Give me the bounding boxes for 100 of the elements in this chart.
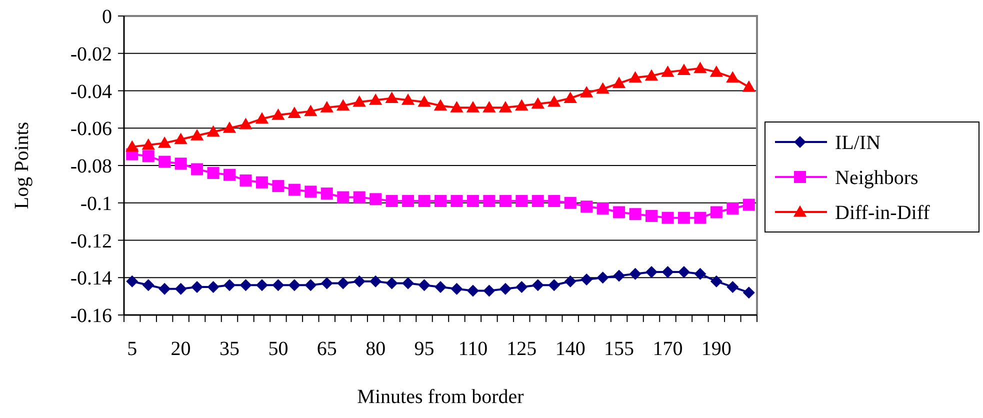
point	[370, 193, 382, 206]
point	[694, 268, 706, 280]
point	[368, 93, 382, 105]
point	[337, 191, 350, 204]
point	[402, 277, 414, 290]
point	[742, 286, 755, 299]
point	[353, 191, 366, 204]
point	[596, 82, 610, 94]
point	[596, 202, 609, 214]
point	[710, 65, 724, 77]
point	[466, 195, 479, 208]
point	[401, 93, 415, 105]
point	[629, 268, 642, 280]
point	[580, 86, 594, 98]
point	[418, 279, 430, 292]
point	[499, 195, 512, 208]
point	[742, 198, 755, 211]
point	[644, 69, 658, 81]
point	[240, 174, 252, 186]
y-axis-title: Log Points	[11, 122, 33, 210]
point	[548, 95, 561, 107]
point	[726, 202, 739, 214]
y-tick-label: -0.02	[70, 43, 112, 66]
point	[466, 284, 479, 297]
x-tick-label: 170	[652, 338, 683, 360]
point	[515, 99, 528, 110]
x-tick-label: 80	[366, 338, 386, 360]
point	[677, 64, 691, 75]
point	[483, 284, 496, 297]
point	[613, 206, 626, 218]
point	[516, 195, 528, 208]
point	[678, 212, 690, 224]
point	[418, 95, 431, 107]
point	[224, 168, 236, 181]
point	[483, 195, 496, 208]
point	[466, 100, 480, 112]
point	[564, 196, 576, 209]
point	[661, 65, 674, 77]
point	[224, 279, 236, 292]
y-tick-label: -0.06	[70, 118, 112, 140]
point	[694, 62, 707, 74]
point	[142, 150, 154, 162]
point	[142, 279, 154, 292]
x-tick-label: 140	[555, 338, 586, 360]
point	[499, 282, 512, 295]
point	[498, 100, 512, 112]
x-tick-label: 5	[127, 338, 138, 360]
point	[564, 92, 577, 104]
point	[434, 280, 446, 293]
point	[320, 100, 334, 112]
x-tick-label: 95	[414, 338, 434, 360]
point	[158, 136, 172, 148]
y-tick-label: -0.1	[80, 192, 112, 215]
point	[207, 166, 220, 179]
x-tick-label: 190	[701, 338, 732, 360]
point	[434, 99, 448, 110]
point	[482, 100, 496, 112]
point	[710, 275, 722, 288]
point	[304, 186, 317, 198]
point	[532, 195, 544, 208]
y-tick-label: 0	[102, 6, 112, 28]
point	[516, 280, 528, 293]
point	[662, 266, 674, 278]
point	[304, 104, 318, 116]
point	[450, 195, 463, 208]
point	[240, 279, 252, 292]
point	[710, 206, 722, 218]
point	[726, 280, 739, 293]
point	[207, 280, 220, 293]
point	[450, 100, 464, 112]
point	[190, 129, 204, 140]
point	[174, 132, 188, 144]
point	[255, 112, 269, 124]
point	[629, 208, 642, 220]
point	[206, 125, 220, 137]
point	[548, 195, 560, 208]
point	[352, 95, 366, 107]
point	[531, 97, 544, 109]
point	[386, 195, 398, 208]
legend-label: IL/IN	[835, 132, 881, 154]
point	[304, 279, 317, 292]
point	[580, 200, 593, 213]
x-tick-label: 65	[316, 338, 337, 360]
point	[726, 71, 740, 82]
point	[596, 272, 609, 284]
point	[191, 163, 204, 176]
x-tick-label: 20	[170, 338, 191, 360]
point	[385, 92, 398, 104]
point	[288, 106, 302, 118]
x-axis-title: Minutes from border	[357, 386, 524, 408]
point	[320, 188, 333, 200]
point	[142, 138, 155, 150]
x-tick-label: 155	[604, 338, 634, 360]
point	[418, 195, 430, 208]
point	[158, 156, 171, 168]
y-tick-label: -0.12	[70, 230, 112, 252]
point	[694, 212, 706, 224]
point	[646, 210, 658, 222]
point	[662, 212, 674, 224]
point	[678, 266, 690, 278]
